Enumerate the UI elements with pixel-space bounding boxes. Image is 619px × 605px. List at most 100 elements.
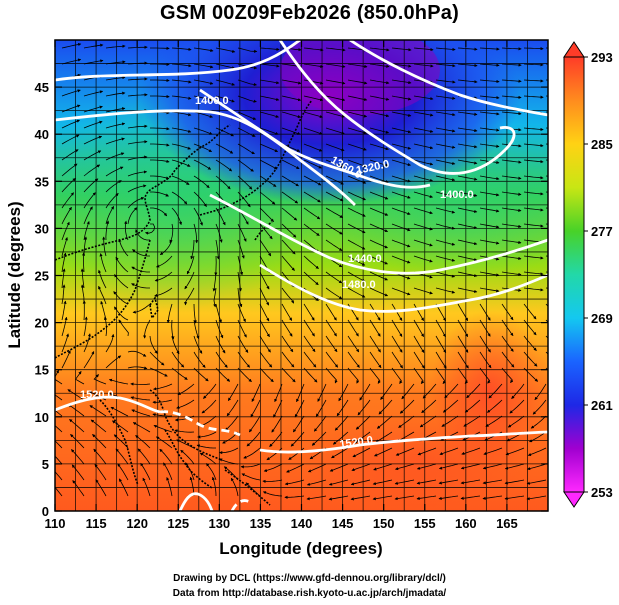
wind-streamline [369,351,382,369]
wind-streamline [369,335,381,353]
wind-streamline [357,399,371,416]
wind-streamline [259,111,280,118]
wind-streamline [479,63,500,67]
y-tick-label: 45 [35,80,49,95]
wind-streamline [83,316,88,337]
wind-streamline [526,463,547,471]
wind-streamline [171,191,188,205]
wind-streamline [259,335,271,353]
wind-streamline [347,271,366,282]
wind-streamline [435,175,456,182]
wind-streamline [237,335,249,353]
wind-streamline [132,303,151,314]
wind-streamline [545,111,548,113]
wind-streamline [250,399,261,418]
contour-label: 1480.0 [342,279,376,291]
wind-streamline [130,382,151,386]
wind-streamline [132,249,150,257]
wind-streamline [259,47,280,51]
wind-streamline [149,335,158,354]
wind-streamline [545,159,548,161]
wind-streamline [545,79,548,81]
wind-streamline [215,95,235,103]
wind-streamline [281,287,295,304]
wind-streamline [479,95,500,100]
wind-streamline [325,351,339,368]
wind-streamline [523,351,538,367]
wind-streamline [83,135,103,145]
wind-streamline [237,159,254,172]
wind-streamline [98,285,107,305]
colorbar-label: 261 [591,398,613,413]
wind-streamline [373,463,393,471]
wind-streamline [127,155,148,161]
wind-streamline [391,111,412,117]
wind-streamline [372,495,393,501]
wind-streamline [545,63,548,65]
wind-streamline [259,303,270,322]
wind-streamline [523,255,544,260]
wind-streamline [92,434,107,449]
wind-streamline [523,207,544,212]
wind-streamline [435,255,456,262]
wind-streamline [347,127,368,135]
wind-streamline [150,46,170,50]
wind-streamline [215,159,233,172]
wind-streamline [152,399,173,404]
wind-streamline [438,479,459,485]
wind-streamline [61,163,78,177]
wind-streamline [274,383,283,403]
wind-streamline [479,367,491,384]
wind-streamline [325,95,346,102]
y-tick-label: 25 [35,269,49,284]
wind-streamline [281,367,296,383]
wind-streamline [154,271,173,282]
wind-streamline [444,383,459,399]
wind-streamline [290,431,305,447]
wind-streamline [215,47,236,53]
wind-streamline [523,223,544,228]
wind-streamline [303,127,323,135]
wind-streamline [501,63,522,67]
wind-streamline [303,271,319,286]
wind-streamline [391,191,411,199]
wind-streamline [315,399,327,417]
wind-streamline [347,223,366,234]
wind-streamline [115,256,129,273]
wind-streamline [303,223,320,236]
wind-streamline [93,448,107,465]
wind-streamline [193,111,214,118]
wind-streamline [413,335,425,353]
wind-streamline [193,319,200,340]
plot-title: GSM 00Z09Feb2026 (850.0hPa) [160,2,459,24]
wind-streamline [150,175,170,180]
wind-streamline [237,111,257,121]
y-tick-label: 35 [35,174,49,189]
wind-streamline [61,177,76,193]
wind-streamline [325,335,338,353]
wind-streamline [171,351,185,368]
wind-streamline [83,164,101,177]
wind-streamline [369,367,381,384]
wind-streamline [413,63,434,68]
wind-streamline [303,303,315,321]
wind-streamline [105,220,110,241]
wind-streamline [350,479,371,486]
wind-streamline [215,127,234,137]
wind-streamline [166,303,173,324]
wind-streamline [413,319,424,338]
wind-streamline [347,287,366,298]
wind-streamline [61,268,66,289]
wind-streamline [127,366,148,370]
wind-streamline [306,479,327,486]
wind-streamline [313,415,327,432]
wind-streamline [501,47,522,51]
wind-streamline [369,287,389,297]
wind-streamline [457,223,478,230]
wind-streamline [501,319,514,337]
wind-streamline [438,463,459,470]
wind-streamline [413,255,433,263]
wind-streamline [457,159,478,165]
wind-streamline [545,47,548,49]
wind-streamline [479,239,500,245]
